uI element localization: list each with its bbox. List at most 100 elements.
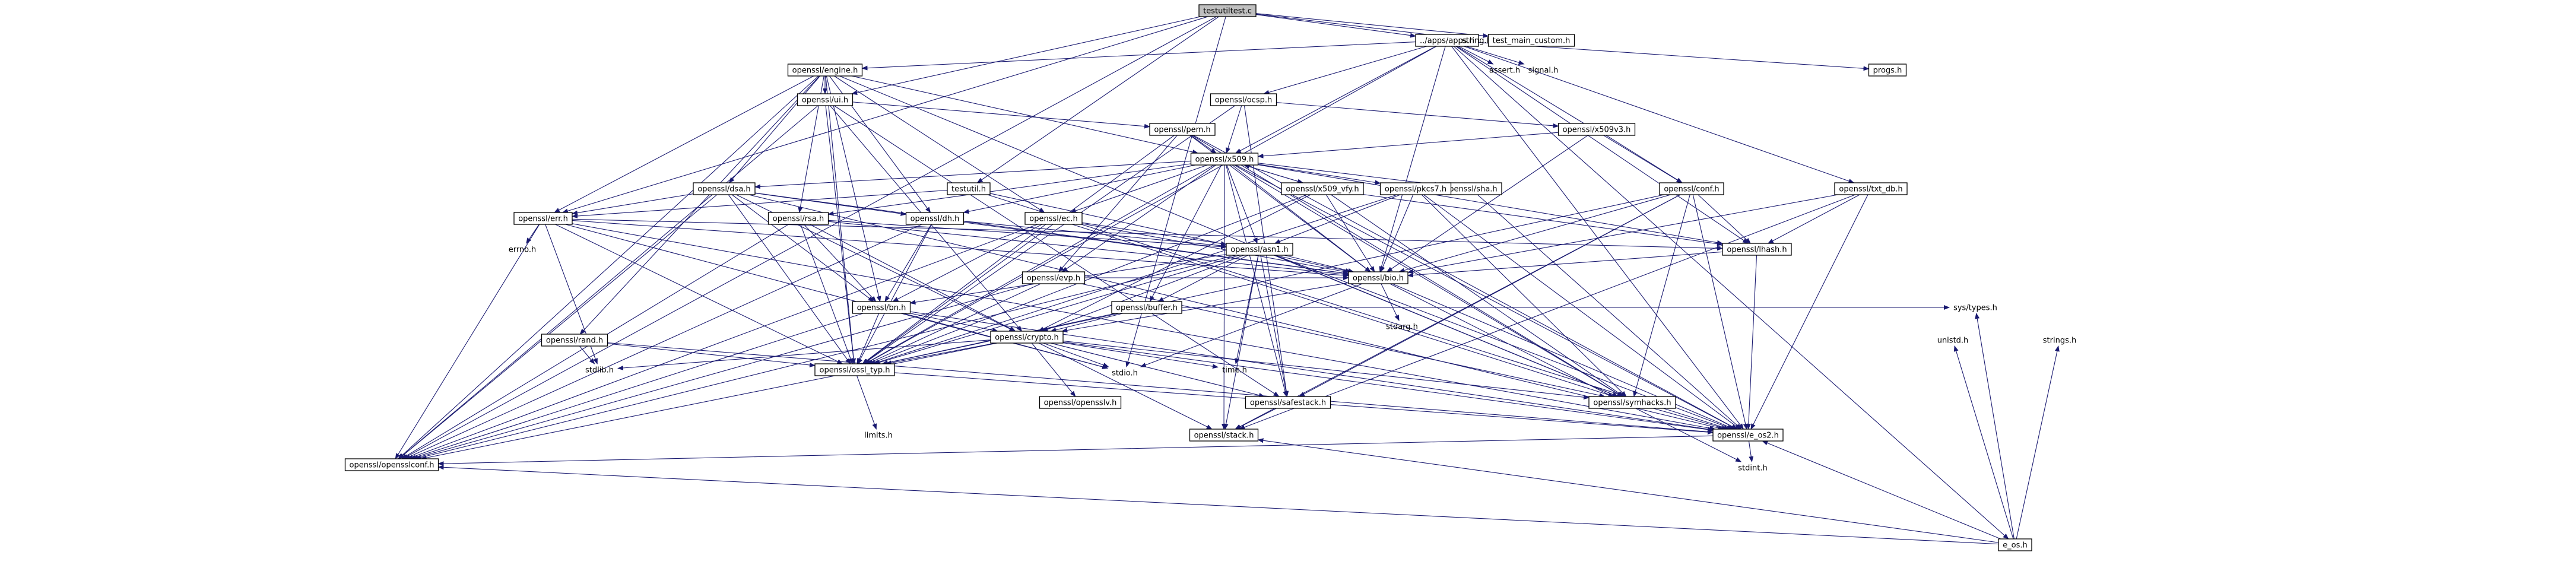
node-label: unistd.h [1937, 337, 1969, 345]
node-dsa[interactable]: openssl/dsa.h [693, 182, 756, 195]
node-label: openssl/x509v3.h [1563, 126, 1631, 135]
node-stdlibh: stdlib.h [585, 366, 614, 375]
edge-randh-to-eos2 [607, 342, 1714, 434]
edge-testutil-to-bio [989, 193, 1352, 273]
edge-pkcs7-to-eos2 [1423, 194, 1741, 430]
node-pkcs7[interactable]: openssl/pkcs7.h [1379, 182, 1452, 195]
edge-apps-to-eos2 [1451, 46, 1744, 430]
node-box [947, 182, 991, 195]
edge-testutil-to-eos2 [987, 194, 1730, 430]
edge-lhash-to-eos2 [1746, 255, 1757, 430]
node-crypto[interactable]: openssl/crypto.h [990, 331, 1064, 344]
edge-rsa-to-asn1 [828, 220, 1227, 249]
edge-rsa-to-bn [803, 224, 877, 302]
node-sha[interactable]: openssl/sha.h [1439, 182, 1502, 195]
node-label: testutil.h [951, 185, 986, 194]
node-label: stdarg.h [1386, 323, 1418, 332]
edge-ec-to-opensslconf [407, 224, 1038, 459]
node-box [1659, 182, 1724, 195]
node-testutil[interactable]: testutil.h [947, 182, 991, 195]
edge-randh-to-stdlibh [579, 345, 595, 364]
edge-asn1-to-safestack [1260, 255, 1289, 397]
edge-x509v3-to-x509 [1257, 132, 1559, 158]
node-x509v3[interactable]: openssl/x509v3.h [1557, 123, 1636, 136]
node-x509[interactable]: openssl/x509.h [1190, 153, 1259, 166]
node-eos2[interactable]: openssl/e_os2.h [1712, 429, 1784, 442]
edge-x509vfy-to-bio [1325, 194, 1375, 272]
node-ui[interactable]: openssl/ui.h [797, 93, 854, 106]
node-engine[interactable]: openssl/engine.h [787, 64, 863, 77]
node-dh[interactable]: openssl/dh.h [905, 212, 965, 225]
edge-engine-to-x509 [851, 75, 1199, 154]
edge-engine-to-dsa [728, 75, 820, 183]
node-apps[interactable]: ../apps/apps.h [1415, 34, 1479, 47]
edge-eos-to-stack [1257, 438, 1999, 543]
edge-engine-to-ossltyp [825, 75, 856, 364]
node-root[interactable]: testutiltest.c [1198, 4, 1257, 17]
node-box [1039, 396, 1122, 409]
node-stack[interactable]: openssl/stack.h [1189, 429, 1259, 442]
edge-bio-to-stdioh [1140, 283, 1363, 367]
node-eos[interactable]: e_os.h [1998, 538, 2032, 551]
node-opensslconf[interactable]: openssl/opensslconf.h [344, 458, 439, 471]
node-err[interactable]: openssl/err.h [513, 212, 573, 225]
edge-asn1-to-symhacks [1274, 255, 1619, 397]
node-label: openssl/ui.h [802, 96, 848, 105]
edge-crypto-to-safestack [1050, 342, 1265, 398]
node-box [1245, 396, 1331, 409]
edge-dsa-to-eos2 [748, 194, 1724, 430]
edge-pem-to-ossltyp [862, 135, 1175, 364]
node-label: openssl/x509_vfy.h [1286, 185, 1359, 194]
edge-crypto-to-stdioh [1043, 342, 1109, 367]
node-conf[interactable]: openssl/conf.h [1659, 182, 1724, 195]
edge-x509vfy-to-crypto [1038, 194, 1311, 332]
node-ocsp[interactable]: openssl/ocsp.h [1210, 93, 1277, 106]
edge-engine-to-err [554, 75, 814, 213]
node-box [852, 301, 911, 314]
node-asn1[interactable]: openssl/asn1.h [1226, 243, 1293, 256]
edge-apps-to-x509 [1235, 46, 1436, 154]
edge-crypto-to-stack [1038, 342, 1213, 430]
node-lhash[interactable]: openssl/lhash.h [1722, 243, 1792, 256]
edge-bio-to-crypto [1061, 282, 1349, 333]
edge-x509vfy-to-ossltyp [869, 194, 1308, 364]
node-progsh[interactable]: progs.h [1868, 64, 1907, 77]
node-safestack[interactable]: openssl/safestack.h [1245, 396, 1331, 409]
node-evp[interactable]: openssl/evp.h [1021, 271, 1086, 284]
node-label: openssl/ec.h [1029, 215, 1078, 224]
node-box [1111, 301, 1182, 314]
node-bio[interactable]: openssl/bio.h [1348, 271, 1408, 284]
node-errnoh: errno.h [509, 246, 537, 255]
edge-dh-to-bn [884, 224, 932, 302]
node-pem[interactable]: openssl/pem.h [1149, 123, 1216, 136]
node-opensslv[interactable]: openssl/opensslv.h [1039, 396, 1122, 409]
node-symhacks[interactable]: openssl/symhacks.h [1588, 396, 1676, 409]
node-ossltyp[interactable]: openssl/ossl_typ.h [814, 363, 895, 376]
edge-apps-to-bio [1379, 46, 1446, 272]
node-box [1415, 34, 1479, 47]
node-box [1189, 429, 1259, 442]
edge-eos2-to-opensslconf [437, 435, 1714, 467]
edge-x509-to-pkcs7 [1258, 164, 1381, 185]
node-randh[interactable]: openssl/rand.h [541, 334, 608, 347]
edge-ui-to-ossltyp [825, 105, 856, 364]
node-testmain[interactable]: test_main_custom.h [1487, 34, 1575, 47]
node-box [905, 212, 965, 225]
node-box [1021, 271, 1086, 284]
edge-txtdb-to-bio [1407, 194, 1838, 274]
node-stringsh: strings.h [2043, 337, 2076, 345]
edge-ui-to-opensslconf [398, 105, 819, 459]
node-txtdb[interactable]: openssl/txt_db.h [1834, 182, 1908, 195]
edge-x509-to-symhacks [1234, 164, 1623, 397]
node-box [814, 363, 895, 376]
edge-x509vfy-to-x509 [1243, 164, 1303, 183]
node-rsa[interactable]: openssl/rsa.h [767, 212, 829, 225]
edge-root-to-testmain [1255, 13, 1489, 39]
node-label: openssl/txt_db.h [1839, 185, 1902, 194]
node-x509vfy[interactable]: openssl/x509_vfy.h [1281, 182, 1364, 195]
node-ec[interactable]: openssl/ec.h [1024, 212, 1083, 225]
node-bn[interactable]: openssl/bn.h [852, 301, 911, 314]
node-label: openssl/crypto.h [995, 334, 1059, 342]
node-buffer[interactable]: openssl/buffer.h [1111, 301, 1182, 314]
